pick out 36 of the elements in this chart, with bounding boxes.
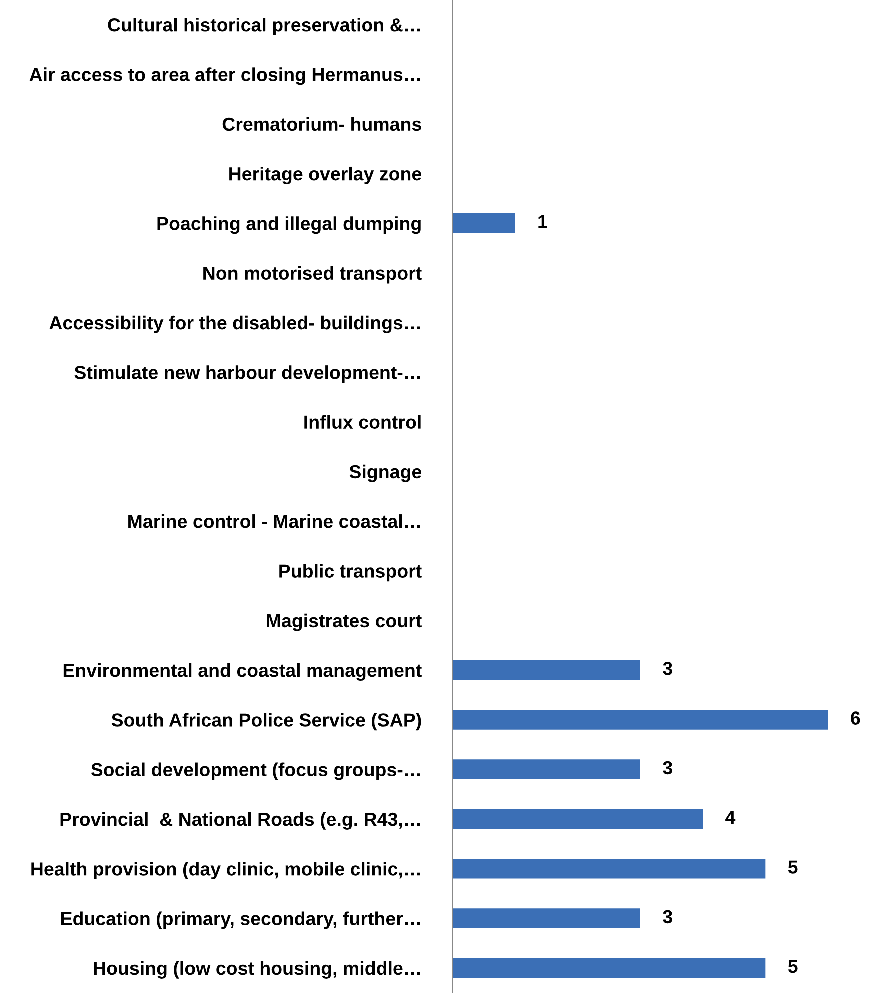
bar xyxy=(452,908,640,928)
y-tick-label: Education (primary, secondary, further… xyxy=(62,912,420,930)
y-tick-label: Air access to area after closing Hermanus… xyxy=(30,68,420,86)
data-label: 3 xyxy=(663,761,672,775)
bar xyxy=(452,760,640,780)
bar xyxy=(452,710,828,730)
data-label: 1 xyxy=(538,215,548,228)
y-tick-label: Stimulate new harbour development-… xyxy=(74,366,420,384)
y-tick-label: Environmental and coastal management xyxy=(64,663,422,682)
bar xyxy=(452,958,766,978)
data-label: 3 xyxy=(663,662,672,676)
y-tick-label: South African Police Service (SAP) xyxy=(112,713,422,731)
y-tick-label: Crematorium- humans xyxy=(222,117,422,132)
data-label: 5 xyxy=(788,860,798,874)
data-label: 3 xyxy=(663,910,672,924)
y-tick-label: Heritage overlay zone xyxy=(230,166,422,185)
y-tick-label: Provincial & National Roads (e.g. R43,… xyxy=(60,812,420,830)
data-label: 4 xyxy=(726,811,736,824)
y-tick-label: Cultural historical preservation &… xyxy=(108,18,420,36)
y-tick-label: Magistrates court xyxy=(267,614,422,632)
y-tick-label: Non motorised transport xyxy=(204,266,422,284)
y-tick-label: Accessibility for the disabled- buildings… xyxy=(50,316,420,334)
y-tick-label: Social development (focus groups-… xyxy=(91,762,420,780)
y-tick-label: Housing (low cost housing, middle… xyxy=(94,961,420,979)
y-tick-label: Poaching and illegal dumping xyxy=(158,216,421,234)
bar xyxy=(452,858,766,879)
y-tick-label: Influx control xyxy=(304,415,421,430)
y-tick-label: Health provision (day clinic, mobile clinic,… xyxy=(32,862,420,880)
y-tick-label: Marine control - Marine coastal… xyxy=(128,514,420,528)
data-label: 5 xyxy=(788,960,798,974)
bar xyxy=(452,660,640,680)
y-tick-label: Public transport xyxy=(280,564,422,582)
bar xyxy=(452,213,516,234)
bar xyxy=(452,809,704,830)
y-tick-label: Signage xyxy=(350,464,422,482)
data-label: 6 xyxy=(851,712,860,725)
